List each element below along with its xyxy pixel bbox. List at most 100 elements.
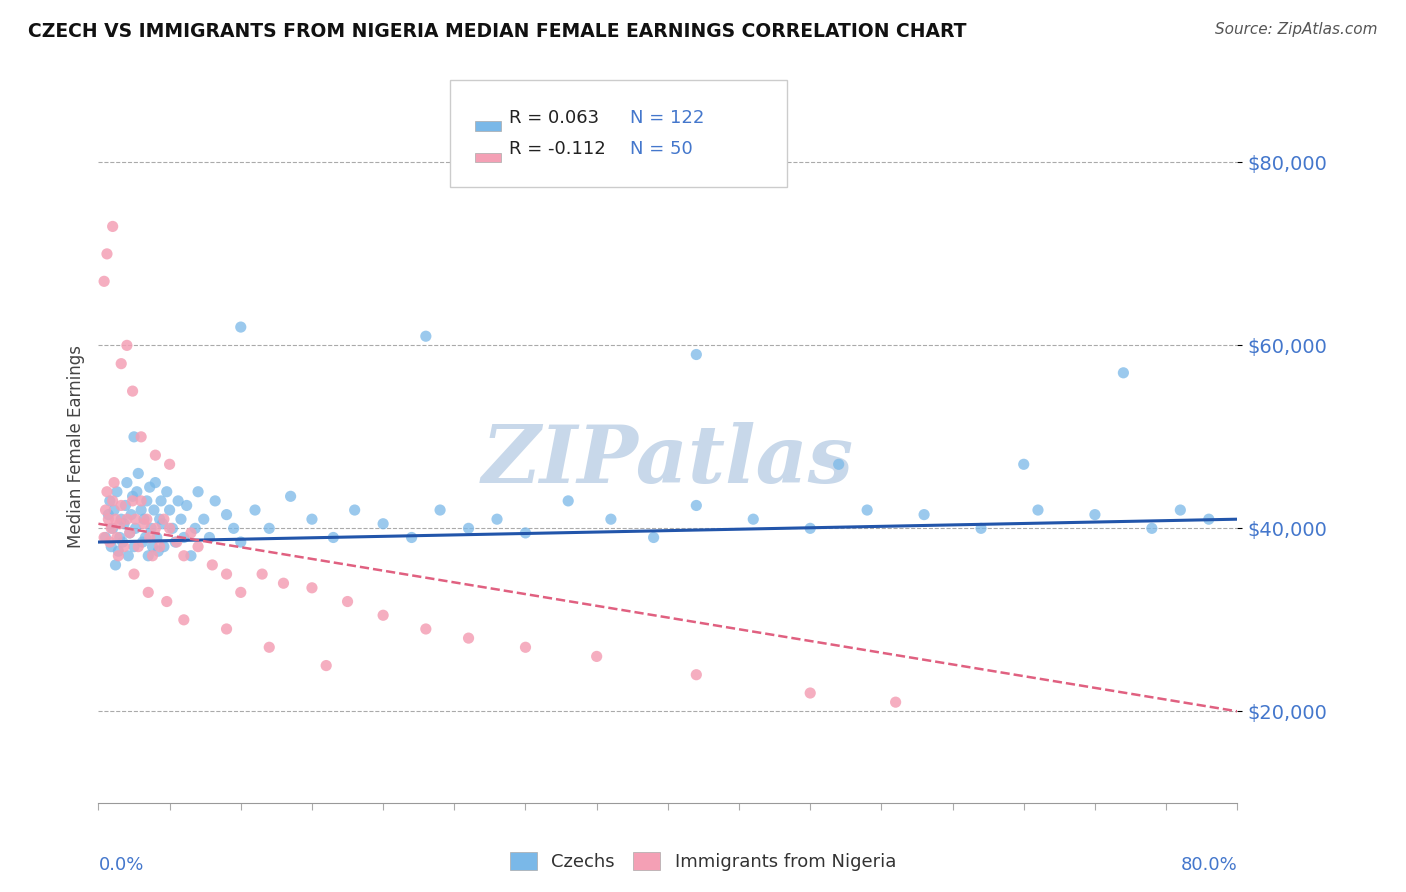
Point xyxy=(132,516,155,531)
Text: N = 122: N = 122 xyxy=(630,109,704,127)
Legend: Czechs, Immigrants from Nigeria: Czechs, Immigrants from Nigeria xyxy=(503,845,903,879)
Point xyxy=(103,475,125,490)
Point xyxy=(1198,512,1220,526)
Point xyxy=(141,549,163,563)
Point xyxy=(970,521,993,535)
Text: CZECH VS IMMIGRANTS FROM NIGERIA MEDIAN FEMALE EARNINGS CORRELATION CHART: CZECH VS IMMIGRANTS FROM NIGERIA MEDIAN … xyxy=(28,22,966,41)
Point xyxy=(1012,458,1035,472)
Point xyxy=(152,516,174,531)
Point xyxy=(103,503,125,517)
Point xyxy=(156,594,179,608)
Point xyxy=(153,512,176,526)
Point xyxy=(120,508,142,522)
Point xyxy=(429,503,451,517)
Point xyxy=(105,531,128,545)
Point xyxy=(486,512,509,526)
Point xyxy=(94,531,117,545)
Point xyxy=(166,535,188,549)
Point xyxy=(131,535,153,549)
Point xyxy=(101,521,124,535)
Point xyxy=(136,549,159,563)
Point xyxy=(457,631,479,645)
Point xyxy=(229,320,252,334)
Point xyxy=(280,489,302,503)
Point xyxy=(315,658,337,673)
Point xyxy=(115,475,138,490)
Point xyxy=(799,521,821,535)
Point xyxy=(125,484,148,499)
Point xyxy=(162,521,184,535)
Point xyxy=(685,347,707,361)
Point xyxy=(643,531,665,545)
Point xyxy=(110,512,132,526)
Point xyxy=(1084,508,1107,522)
Point xyxy=(96,247,118,261)
Point xyxy=(156,484,179,499)
Point xyxy=(146,531,169,545)
Y-axis label: Median Female Earnings: Median Female Earnings xyxy=(66,344,84,548)
Point xyxy=(301,581,323,595)
Point xyxy=(159,521,181,535)
Point xyxy=(121,494,143,508)
Point xyxy=(167,494,190,508)
Point xyxy=(799,686,821,700)
Text: ZIPatlas: ZIPatlas xyxy=(482,422,853,499)
Point xyxy=(117,549,139,563)
Point xyxy=(98,494,121,508)
Point xyxy=(685,667,707,681)
Point xyxy=(215,622,238,636)
Point xyxy=(159,458,181,472)
Point xyxy=(135,494,157,508)
Point xyxy=(204,494,226,508)
Text: R = -0.112: R = -0.112 xyxy=(509,140,606,158)
Point xyxy=(585,649,607,664)
Point xyxy=(159,503,181,517)
Point xyxy=(129,503,152,517)
Text: R = 0.063: R = 0.063 xyxy=(509,109,599,127)
Point xyxy=(142,503,165,517)
Point xyxy=(107,549,129,563)
Text: Source: ZipAtlas.com: Source: ZipAtlas.com xyxy=(1215,22,1378,37)
Point xyxy=(415,329,437,343)
Point xyxy=(373,608,395,623)
Point xyxy=(93,531,115,545)
Point xyxy=(96,484,118,499)
Point xyxy=(145,521,167,535)
Point xyxy=(856,503,879,517)
Point xyxy=(100,521,122,535)
Point xyxy=(150,494,173,508)
Point xyxy=(127,467,149,481)
Point xyxy=(259,521,281,535)
Point xyxy=(180,549,202,563)
Point xyxy=(138,531,160,545)
Point xyxy=(180,525,202,540)
Point xyxy=(173,549,195,563)
Point xyxy=(250,567,273,582)
Point xyxy=(173,613,195,627)
Point xyxy=(127,540,149,554)
Point xyxy=(457,521,479,535)
Point xyxy=(145,448,167,462)
Point xyxy=(215,508,238,522)
Point xyxy=(118,525,141,540)
Point xyxy=(373,516,395,531)
Point xyxy=(105,484,128,499)
Point xyxy=(1140,521,1163,535)
Point xyxy=(114,499,136,513)
Point xyxy=(176,499,198,513)
Point xyxy=(343,503,366,517)
Point xyxy=(1026,503,1049,517)
Point xyxy=(104,558,127,572)
Point xyxy=(108,531,131,545)
Point xyxy=(415,622,437,636)
Point xyxy=(134,531,156,545)
Point xyxy=(141,540,163,554)
Point xyxy=(121,489,143,503)
Point xyxy=(301,512,323,526)
Point xyxy=(115,512,138,526)
Point xyxy=(322,531,344,545)
Text: 0.0%: 0.0% xyxy=(98,856,143,874)
Point xyxy=(108,516,131,531)
Point xyxy=(93,274,115,288)
Point xyxy=(110,357,132,371)
